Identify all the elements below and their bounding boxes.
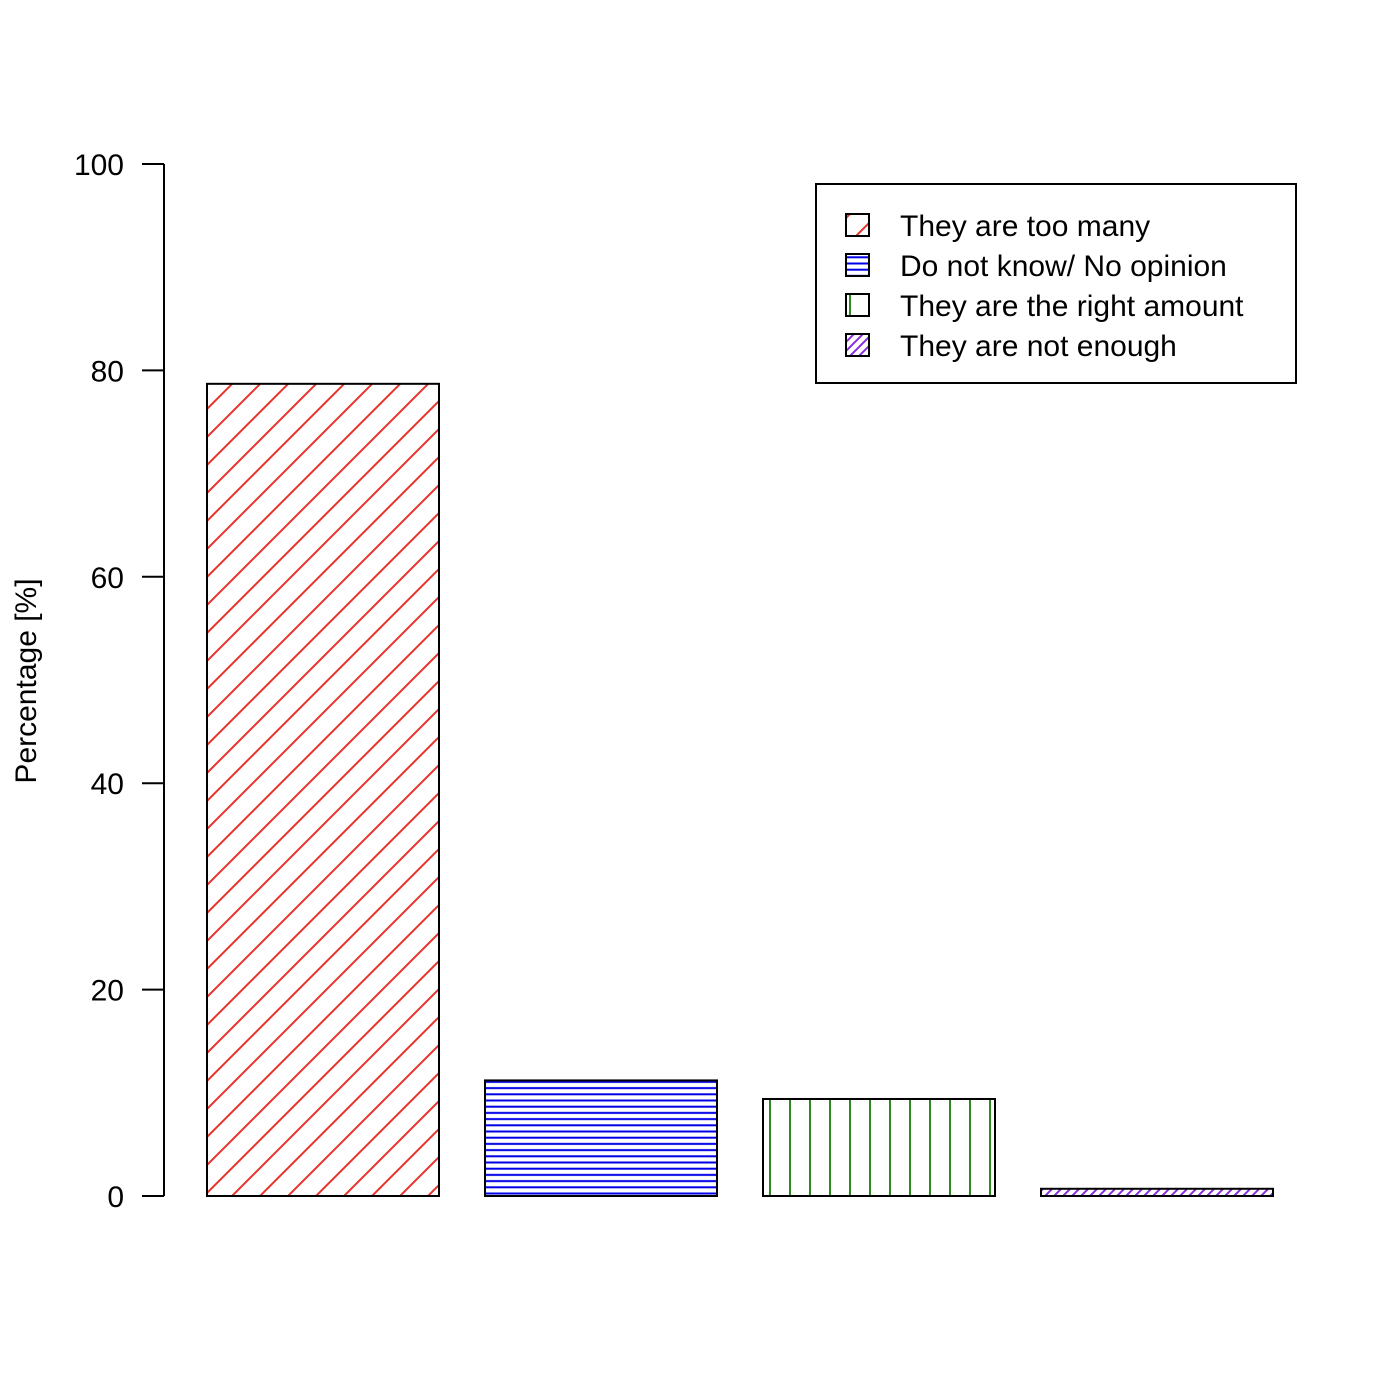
legend: They are too many Do not know/ No opinion… bbox=[815, 183, 1297, 384]
y-axis-label: Percentage [%] bbox=[10, 578, 43, 783]
y-tick-label: 20 bbox=[91, 975, 124, 1008]
legend-swatch bbox=[845, 253, 870, 277]
legend-box bbox=[815, 183, 1297, 384]
legend-swatch bbox=[845, 213, 870, 237]
legend-label: Do not know/ No opinion bbox=[900, 250, 1227, 283]
y-tick-label: 0 bbox=[107, 1181, 124, 1214]
y-tick-label: 80 bbox=[91, 355, 124, 388]
y-tick-label: 100 bbox=[74, 149, 124, 182]
legend-label: They are too many bbox=[900, 210, 1150, 243]
legend-swatch bbox=[845, 333, 870, 357]
y-axis: 0 20 40 60 80 100 bbox=[74, 149, 165, 1214]
y-tick-label: 40 bbox=[91, 768, 124, 801]
bar bbox=[762, 1097, 996, 1197]
legend-label: They are the right amount bbox=[900, 290, 1244, 323]
bar bbox=[484, 1079, 718, 1198]
bar bbox=[1040, 1187, 1274, 1198]
bars bbox=[206, 382, 1274, 1198]
legend-swatch bbox=[845, 293, 870, 317]
legend-label: They are not enough bbox=[900, 330, 1177, 363]
bar bbox=[206, 382, 440, 1198]
y-tick-label: 60 bbox=[91, 562, 124, 595]
